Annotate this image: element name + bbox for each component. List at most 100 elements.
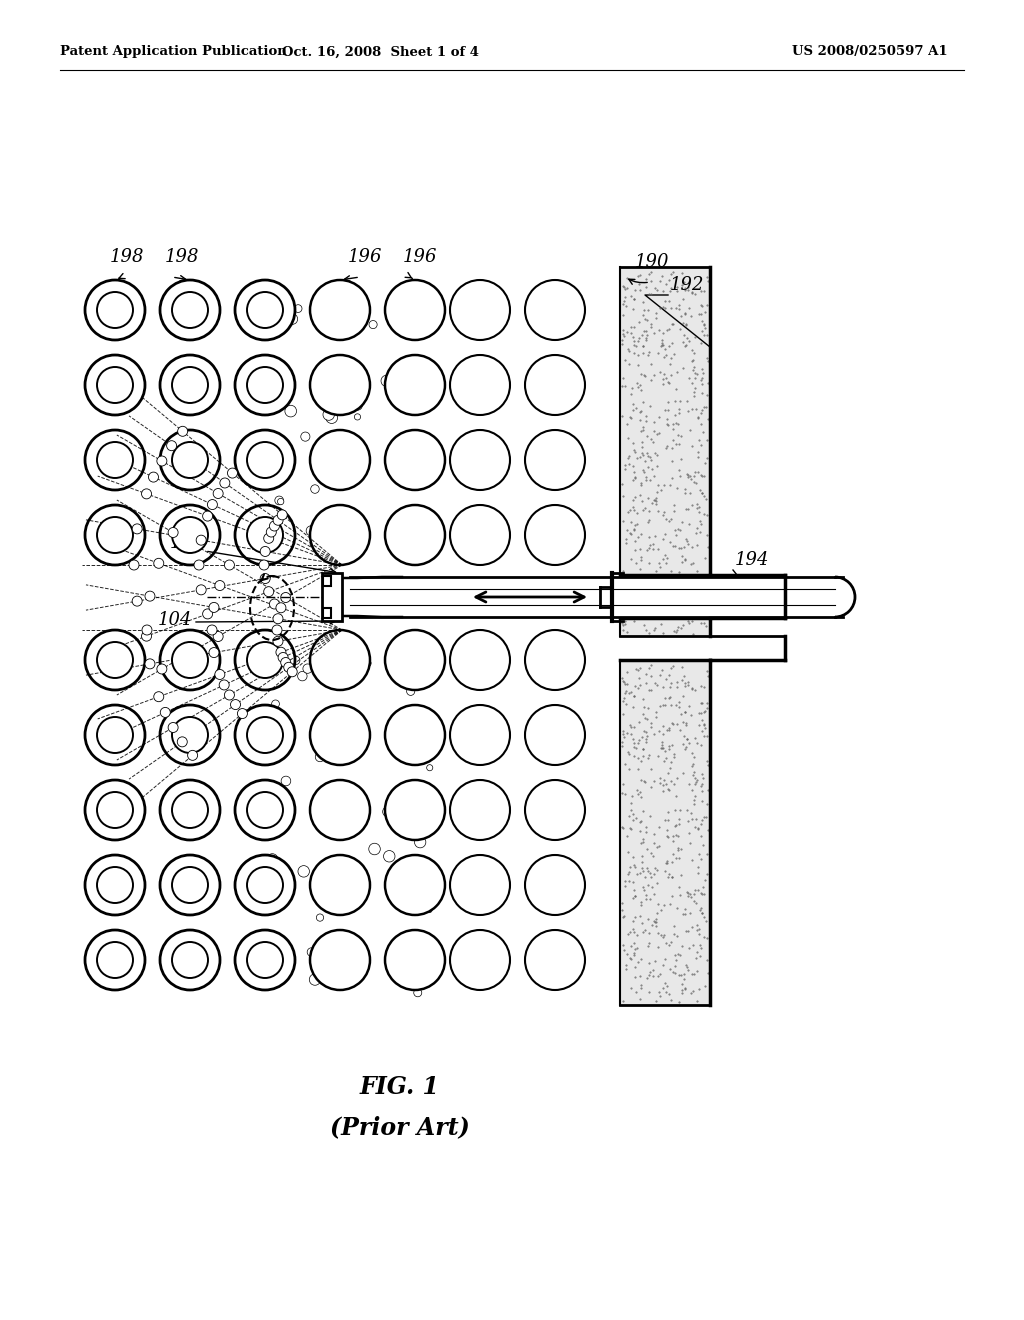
Circle shape: [203, 609, 213, 619]
Circle shape: [385, 705, 445, 766]
Circle shape: [168, 722, 178, 733]
Circle shape: [298, 866, 309, 876]
Circle shape: [369, 843, 380, 855]
Text: 196: 196: [348, 248, 383, 267]
Circle shape: [160, 855, 220, 915]
Circle shape: [266, 306, 278, 317]
Circle shape: [398, 367, 406, 374]
Circle shape: [450, 355, 510, 414]
Circle shape: [97, 942, 133, 978]
Text: 104: 104: [158, 611, 193, 630]
Circle shape: [234, 280, 295, 341]
Circle shape: [318, 440, 326, 447]
Circle shape: [97, 642, 133, 678]
Circle shape: [142, 624, 152, 635]
Circle shape: [259, 560, 269, 570]
Circle shape: [303, 664, 312, 673]
Bar: [620, 267, 710, 576]
Circle shape: [234, 705, 295, 766]
Circle shape: [220, 478, 229, 488]
Circle shape: [172, 642, 208, 678]
Circle shape: [85, 855, 145, 915]
Circle shape: [273, 327, 283, 337]
Circle shape: [213, 488, 223, 499]
Circle shape: [266, 854, 278, 865]
Circle shape: [97, 292, 133, 327]
Circle shape: [97, 442, 133, 478]
Circle shape: [310, 931, 370, 990]
Circle shape: [247, 517, 283, 553]
Circle shape: [141, 631, 152, 642]
Circle shape: [281, 593, 291, 602]
Circle shape: [397, 953, 409, 964]
Circle shape: [273, 614, 283, 624]
Circle shape: [97, 517, 133, 553]
Circle shape: [172, 942, 208, 978]
Text: (Prior Art): (Prior Art): [330, 1115, 470, 1139]
Circle shape: [247, 442, 283, 478]
Circle shape: [160, 355, 220, 414]
Circle shape: [325, 969, 331, 974]
Circle shape: [203, 511, 213, 521]
Circle shape: [400, 453, 408, 461]
Circle shape: [187, 750, 198, 760]
Circle shape: [247, 292, 283, 327]
Circle shape: [354, 413, 360, 420]
Text: US 2008/0250597 A1: US 2008/0250597 A1: [793, 45, 948, 58]
Circle shape: [426, 907, 432, 912]
Circle shape: [160, 705, 220, 766]
Circle shape: [525, 931, 585, 990]
Circle shape: [234, 630, 295, 690]
Circle shape: [207, 624, 217, 635]
Circle shape: [275, 603, 286, 612]
Circle shape: [323, 409, 335, 420]
Circle shape: [301, 432, 310, 441]
Text: 198: 198: [165, 248, 200, 267]
Circle shape: [154, 558, 164, 569]
Circle shape: [269, 599, 280, 609]
Circle shape: [407, 688, 415, 696]
Circle shape: [360, 381, 368, 388]
Circle shape: [310, 630, 370, 690]
Circle shape: [247, 792, 283, 828]
Circle shape: [197, 535, 206, 545]
Circle shape: [381, 375, 392, 387]
Circle shape: [172, 367, 208, 403]
Circle shape: [160, 506, 220, 565]
Circle shape: [132, 597, 142, 606]
Circle shape: [327, 725, 334, 733]
Circle shape: [278, 499, 284, 504]
Circle shape: [219, 680, 229, 690]
Circle shape: [450, 630, 510, 690]
Circle shape: [292, 656, 300, 664]
Circle shape: [310, 280, 370, 341]
Circle shape: [525, 506, 585, 565]
Circle shape: [310, 780, 370, 840]
Circle shape: [215, 581, 225, 590]
Circle shape: [274, 496, 284, 504]
Circle shape: [160, 280, 220, 341]
Circle shape: [129, 560, 139, 570]
Circle shape: [172, 442, 208, 478]
Circle shape: [450, 855, 510, 915]
Circle shape: [85, 355, 145, 414]
Circle shape: [352, 400, 362, 411]
Bar: [322, 573, 342, 620]
Circle shape: [294, 305, 302, 313]
Circle shape: [450, 506, 510, 565]
Circle shape: [279, 652, 288, 663]
Circle shape: [414, 799, 422, 807]
Circle shape: [148, 473, 159, 482]
Circle shape: [215, 669, 225, 680]
Bar: [323, 576, 331, 586]
Circle shape: [209, 602, 219, 612]
Text: 102: 102: [745, 574, 779, 591]
Circle shape: [450, 430, 510, 490]
Circle shape: [85, 280, 145, 341]
Circle shape: [161, 708, 170, 717]
Circle shape: [194, 560, 204, 570]
Circle shape: [272, 624, 282, 635]
Circle shape: [385, 280, 445, 341]
Circle shape: [278, 510, 288, 520]
Circle shape: [260, 546, 270, 557]
